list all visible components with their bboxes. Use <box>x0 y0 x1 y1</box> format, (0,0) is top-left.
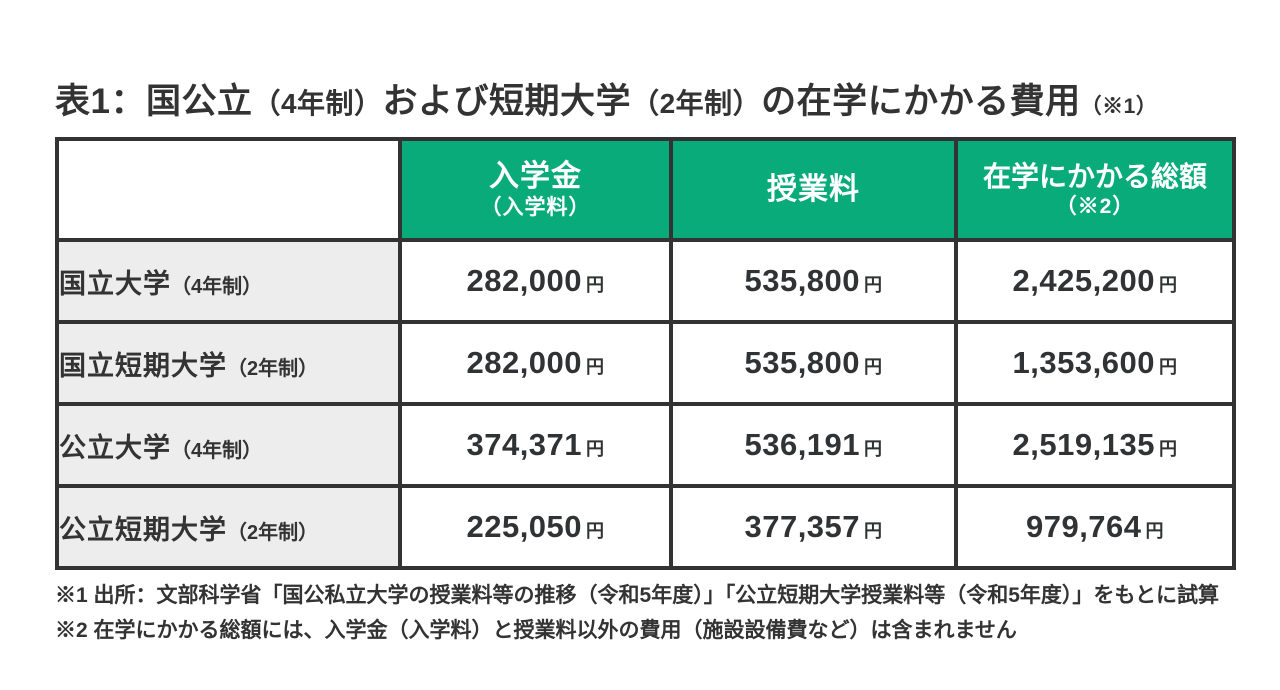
row-label-term: （4年制） <box>171 275 263 298</box>
amount-value: 535,800 <box>744 345 861 380</box>
title-note-ref: （※1） <box>1080 95 1158 119</box>
yen-unit: 円 <box>864 521 883 541</box>
corner-cell <box>55 137 402 242</box>
row-label-term: （2年制） <box>227 357 319 380</box>
column-header-admission: 入学金 （入学料） <box>398 137 673 242</box>
yen-unit: 円 <box>586 275 605 295</box>
row-label-term: （4年制） <box>171 439 263 462</box>
yen-unit: 円 <box>1158 275 1178 295</box>
cell-tuition: 536,191 円 <box>669 402 958 488</box>
title-segment-paren: （4年制） <box>252 88 383 120</box>
fee-table: 入学金 （入学料） 授業料 在学にかかる総額 （※2） 国立大学（4年制） 28… <box>55 137 1236 570</box>
amount-value: 979,764 <box>1025 509 1142 544</box>
row-label: 公立大学（4年制） <box>55 402 402 488</box>
amount-value: 536,191 <box>744 427 861 462</box>
amount-value: 377,357 <box>744 509 861 544</box>
title-segment-paren: （2年制） <box>631 88 762 120</box>
cell-tuition: 535,800 円 <box>669 238 958 324</box>
amount-value: 535,800 <box>744 263 861 298</box>
yen-unit: 円 <box>864 275 883 295</box>
amount-value: 225,050 <box>466 509 583 544</box>
row-label-term: （2年制） <box>227 521 319 544</box>
yen-unit: 円 <box>864 357 883 377</box>
cell-total: 1,353,600 円 <box>954 320 1236 406</box>
yen-unit: 円 <box>586 439 605 459</box>
row-label: 国立大学（4年制） <box>55 238 402 324</box>
yen-unit: 円 <box>1158 439 1178 459</box>
page-title: 表1：国公立（4年制）および短期大学（2年制）の在学にかかる費用（※1） <box>55 73 1157 124</box>
cell-admission: 225,050 円 <box>398 484 673 570</box>
table-row-public-univ: 公立大学（4年制） 374,371 円 536,191 円 2,519,135 円 <box>55 402 1236 488</box>
amount-value: 282,000 <box>466 263 583 298</box>
yen-unit: 円 <box>1158 357 1178 377</box>
yen-unit: 円 <box>864 439 883 459</box>
cell-admission: 282,000 円 <box>398 238 673 324</box>
row-label-name: 公立短期大学 <box>59 514 227 545</box>
cell-tuition: 377,357 円 <box>669 484 958 570</box>
row-label-name: 国立短期大学 <box>59 350 227 381</box>
column-header-total-line2: （※2） <box>1055 194 1135 218</box>
column-header-tuition: 授業料 <box>669 137 958 242</box>
amount-value: 2,425,200 <box>1012 263 1155 298</box>
footnote-1: ※1 出所：文部科学省「国公私立大学の授業料等の推移（令和5年度）」「公立短期大… <box>55 584 1219 607</box>
amount-value: 282,000 <box>466 345 583 380</box>
cell-total: 2,519,135 円 <box>954 402 1236 488</box>
footnote-2: ※2 在学にかかる総額には、入学金（入学料）と授業料以外の費用（施設設備費など）… <box>55 618 1017 642</box>
amount-value: 374,371 <box>466 427 583 462</box>
yen-unit: 円 <box>586 357 605 377</box>
row-label-name: 公立大学 <box>59 432 171 463</box>
cell-admission: 282,000 円 <box>398 320 673 406</box>
amount-value: 2,519,135 <box>1012 427 1155 462</box>
yen-unit: 円 <box>1145 521 1165 541</box>
row-label: 公立短期大学（2年制） <box>55 484 402 570</box>
column-header-total: 在学にかかる総額 （※2） <box>954 137 1236 242</box>
row-label: 国立短期大学（2年制） <box>55 320 402 406</box>
column-header-total-line1: 在学にかかる総額 <box>982 160 1207 192</box>
column-header-tuition-label: 授業料 <box>767 172 860 206</box>
table-header-row: 入学金 （入学料） 授業料 在学にかかる総額 （※2） <box>55 137 1236 242</box>
row-label-name: 国立大学 <box>59 268 171 299</box>
title-segment: および短期大学 <box>382 82 632 122</box>
column-header-admission-line2: （入学料） <box>480 196 591 220</box>
table-row-public-junior: 公立短期大学（2年制） 225,050 円 377,357 円 979,764 円 <box>55 484 1236 570</box>
table-row-national-univ: 国立大学（4年制） 282,000 円 535,800 円 2,425,200 円 <box>55 238 1236 324</box>
yen-unit: 円 <box>586 521 605 541</box>
title-segment: 表1：国公立 <box>55 82 253 122</box>
column-header-admission-line1: 入学金 <box>489 159 582 193</box>
cell-admission: 374,371 円 <box>398 402 673 488</box>
cell-tuition: 535,800 円 <box>669 320 958 406</box>
footnotes: ※1 出所：文部科学省「国公私立大学の授業料等の推移（令和5年度）」「公立短期大… <box>55 579 1219 648</box>
amount-value: 1,353,600 <box>1012 345 1155 380</box>
title-segment: の在学にかかる費用 <box>761 82 1081 122</box>
cell-total: 979,764 円 <box>954 484 1236 570</box>
table-row-national-junior: 国立短期大学（2年制） 282,000 円 535,800 円 1,353,600 円 <box>55 320 1236 406</box>
cell-total: 2,425,200 円 <box>954 238 1236 324</box>
